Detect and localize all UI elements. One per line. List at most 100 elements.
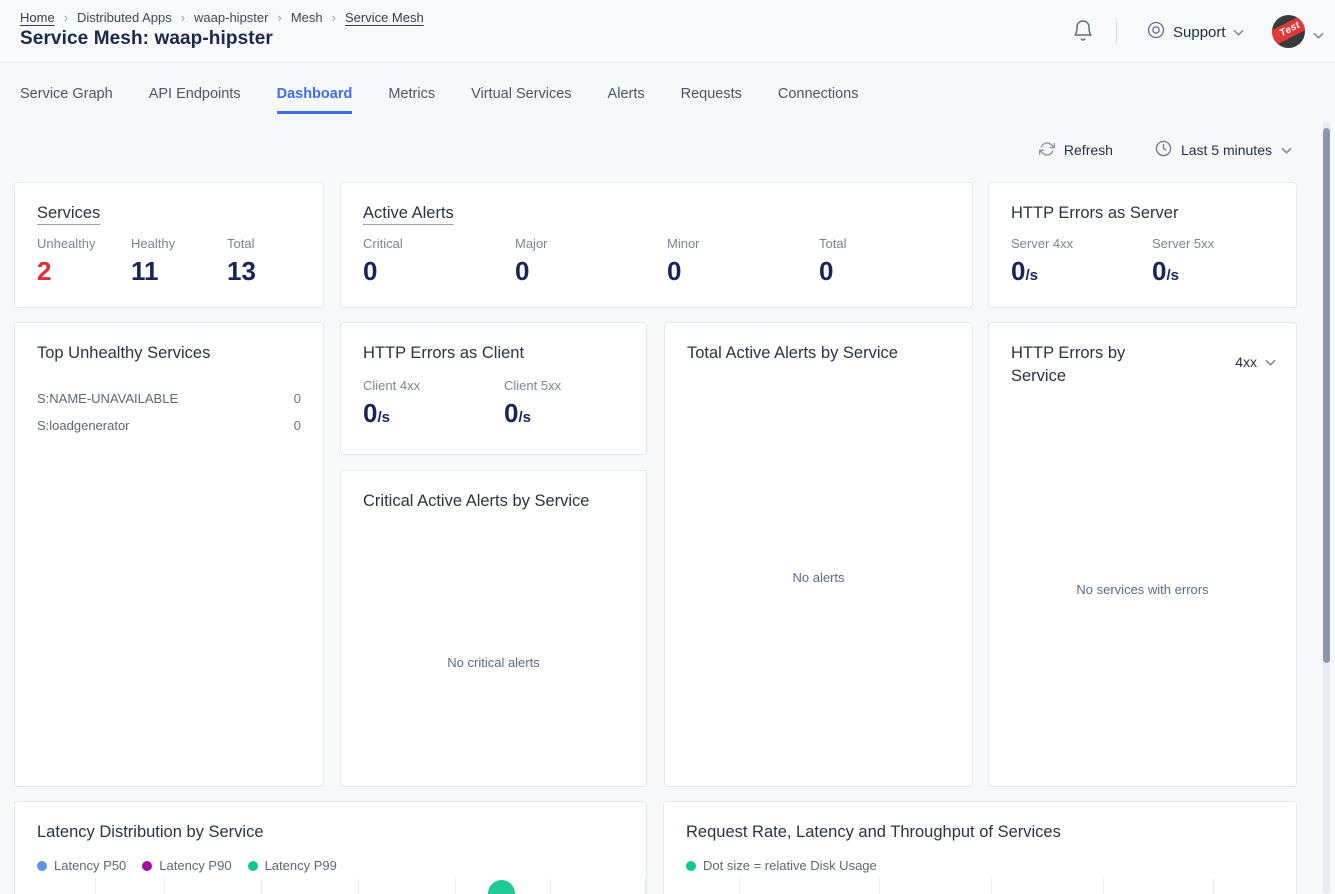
stat-label: Minor bbox=[667, 236, 700, 251]
stat-label: Major bbox=[515, 236, 548, 251]
stat-label: Client 4xx bbox=[363, 378, 421, 393]
services-card-title[interactable]: Services bbox=[37, 204, 101, 222]
tab-virtual-services[interactable]: Virtual Services bbox=[471, 86, 572, 102]
total-alerts-by-service-card: Total Active Alerts by Service No alerts bbox=[664, 322, 973, 787]
stat-client-4xx: Client 4xx 0/s bbox=[363, 378, 504, 426]
request-rate-title: Request Rate, Latency and Throughput of … bbox=[686, 823, 1061, 841]
unhealthy-service-row[interactable]: S:loadgenerator 0 bbox=[37, 412, 301, 439]
notifications-bell-button[interactable] bbox=[1071, 18, 1097, 46]
stat-server-4xx: Server 4xx 0/s bbox=[1011, 236, 1152, 284]
legend-item-p99[interactable]: Latency P99 bbox=[247, 858, 337, 873]
stat-label: Server 5xx bbox=[1152, 236, 1215, 251]
stat-label: Total bbox=[227, 236, 255, 251]
stat-value: 0/s bbox=[1152, 256, 1179, 286]
chevron-down-icon bbox=[1281, 142, 1292, 158]
stat-value: 0/s bbox=[504, 398, 531, 428]
page-title: Service Mesh: waap-hipster bbox=[20, 28, 273, 49]
avatar-test-badge: Test bbox=[1272, 15, 1305, 48]
user-avatar[interactable]: Test bbox=[1272, 15, 1305, 48]
http-errors-server-card: HTTP Errors as Server Server 4xx 0/s Ser… bbox=[988, 182, 1297, 308]
http-errors-client-title: HTTP Errors as Client bbox=[363, 344, 525, 362]
support-label: Support bbox=[1173, 24, 1226, 41]
latency-distribution-title: Latency Distribution by Service bbox=[37, 823, 264, 841]
stat-server-5xx: Server 5xx 0/s bbox=[1152, 236, 1214, 284]
breadcrumb-separator: › bbox=[277, 10, 282, 25]
latency-p99-data-point[interactable] bbox=[488, 880, 515, 894]
total-alerts-by-service-title: Total Active Alerts by Service bbox=[687, 344, 898, 362]
http-errors-by-service-card: HTTP Errors by Service 4xx No services w… bbox=[988, 322, 1297, 787]
top-unhealthy-title: Top Unhealthy Services bbox=[37, 344, 211, 362]
breadcrumb-waap-hipster[interactable]: waap-hipster bbox=[194, 10, 269, 25]
active-alerts-card-title[interactable]: Active Alerts bbox=[363, 204, 454, 222]
tab-service-graph[interactable]: Service Graph bbox=[20, 86, 113, 102]
services-card: Services Unhealthy 2 Healthy 11 Total 13 bbox=[14, 182, 324, 308]
stat-value: 13 bbox=[227, 256, 256, 286]
stat-minor: Minor 0 bbox=[667, 236, 819, 284]
stat-value: 11 bbox=[131, 256, 159, 286]
legend-item-p90[interactable]: Latency P90 bbox=[142, 858, 232, 873]
filter-value: 4xx bbox=[1235, 354, 1257, 370]
stat-value: 0 bbox=[819, 256, 834, 286]
request-rate-legend: Dot size = relative Disk Usage bbox=[686, 858, 877, 873]
header-divider bbox=[1116, 18, 1117, 44]
refresh-icon bbox=[1038, 141, 1055, 160]
stat-value: 2 bbox=[37, 256, 52, 286]
legend-dot-icon bbox=[37, 860, 47, 871]
stat-label: Server 4xx bbox=[1011, 236, 1074, 251]
latency-distribution-card: Latency Distribution by Service Latency … bbox=[14, 801, 647, 894]
unhealthy-service-row[interactable]: S:NAME-UNAVAILABLE 0 bbox=[37, 385, 301, 412]
legend-label: Latency P50 bbox=[54, 858, 127, 873]
stat-label: Healthy bbox=[131, 236, 176, 251]
stat-total-alerts: Total 0 bbox=[819, 236, 846, 284]
critical-alerts-by-service-title: Critical Active Alerts by Service bbox=[363, 492, 590, 510]
support-menu[interactable]: Support bbox=[1146, 20, 1244, 45]
service-value: 0 bbox=[293, 391, 301, 406]
tab-api-endpoints[interactable]: API Endpoints bbox=[148, 86, 241, 102]
http-errors-client-card: HTTP Errors as Client Client 4xx 0/s Cli… bbox=[340, 322, 647, 455]
vertical-scrollbar-thumb[interactable] bbox=[1323, 128, 1330, 663]
service-name: S:NAME-UNAVAILABLE bbox=[37, 391, 179, 406]
time-range-selector[interactable]: Last 5 minutes bbox=[1155, 140, 1292, 160]
stat-value: 0 bbox=[667, 256, 682, 286]
tab-metrics[interactable]: Metrics bbox=[388, 86, 436, 102]
breadcrumb-separator: › bbox=[331, 10, 336, 25]
chevron-down-icon bbox=[1265, 354, 1276, 370]
refresh-label: Refresh bbox=[1063, 142, 1113, 158]
latency-legend: Latency P50 Latency P90 Latency P99 bbox=[37, 858, 337, 873]
top-unhealthy-services-card: Top Unhealthy Services S:NAME-UNAVAILABL… bbox=[14, 322, 324, 787]
legend-dot-icon bbox=[686, 860, 696, 871]
page-header: Home › Distributed Apps › waap-hipster ›… bbox=[0, 0, 1335, 63]
refresh-button[interactable]: Refresh bbox=[1038, 141, 1113, 160]
empty-state-message: No alerts bbox=[792, 570, 845, 585]
empty-state-message: No critical alerts bbox=[447, 655, 540, 670]
tab-dashboard[interactable]: Dashboard bbox=[276, 86, 353, 114]
legend-item-p50[interactable]: Latency P50 bbox=[37, 858, 126, 873]
stat-label: Client 5xx bbox=[504, 378, 562, 393]
tab-requests[interactable]: Requests bbox=[680, 86, 742, 102]
http-errors-by-service-title: HTTP Errors by Service bbox=[1011, 344, 1126, 386]
tab-connections[interactable]: Connections bbox=[777, 86, 859, 102]
user-menu-chevron-icon[interactable] bbox=[1313, 27, 1324, 45]
bell-icon bbox=[1071, 20, 1095, 48]
tab-alerts[interactable]: Alerts bbox=[607, 86, 645, 102]
breadcrumb-home[interactable]: Home bbox=[20, 10, 55, 25]
legend-label: Dot size = relative Disk Usage bbox=[703, 858, 877, 873]
empty-state-message: No services with errors bbox=[1076, 582, 1209, 597]
dashboard-toolbar: Refresh Last 5 minutes bbox=[1038, 140, 1292, 160]
error-class-filter-dropdown[interactable]: 4xx bbox=[1235, 354, 1276, 370]
stat-value: 0/s bbox=[363, 398, 390, 428]
breadcrumb-distributed-apps[interactable]: Distributed Apps bbox=[77, 10, 172, 25]
critical-alerts-by-service-card: Critical Active Alerts by Service No cri… bbox=[340, 470, 647, 787]
service-value: 0 bbox=[293, 418, 301, 433]
breadcrumb-separator: › bbox=[63, 10, 69, 25]
legend-item-disk-usage: Dot size = relative Disk Usage bbox=[686, 858, 877, 873]
support-icon bbox=[1146, 20, 1166, 45]
breadcrumb-mesh[interactable]: Mesh bbox=[290, 10, 323, 25]
stat-client-5xx: Client 5xx 0/s bbox=[504, 378, 561, 426]
stat-total: Total 13 bbox=[227, 236, 256, 284]
tab-bar: Service Graph API Endpoints Dashboard Me… bbox=[20, 86, 859, 114]
legend-dot-icon bbox=[247, 860, 258, 871]
breadcrumb-service-mesh[interactable]: Service Mesh bbox=[344, 10, 424, 25]
breadcrumb-separator: › bbox=[180, 10, 186, 25]
